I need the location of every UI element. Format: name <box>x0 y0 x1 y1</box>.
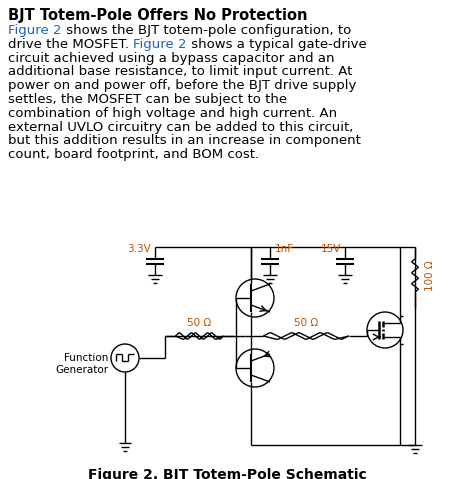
Text: BJT Totem-Pole Offers No Protection: BJT Totem-Pole Offers No Protection <box>8 8 308 23</box>
Text: external UVLO circuitry can be added to this circuit,: external UVLO circuitry can be added to … <box>8 121 354 134</box>
Text: but this addition results in an increase in component: but this addition results in an increase… <box>8 135 361 148</box>
Text: Figure 2: Figure 2 <box>8 24 61 37</box>
Text: settles, the MOSFET can be subject to the: settles, the MOSFET can be subject to th… <box>8 93 287 106</box>
Text: 50 Ω: 50 Ω <box>294 318 318 328</box>
Text: combination of high voltage and high current. An: combination of high voltage and high cur… <box>8 107 337 120</box>
Text: additional base resistance, to limit input current. At: additional base resistance, to limit inp… <box>8 66 352 79</box>
Text: 1nF: 1nF <box>275 244 294 254</box>
Text: drive the MOSFET.: drive the MOSFET. <box>8 38 133 51</box>
Text: shows the BJT totem-pole configuration, to: shows the BJT totem-pole configuration, … <box>61 24 351 37</box>
Text: 3.3V: 3.3V <box>127 244 151 254</box>
Text: Function
Generator: Function Generator <box>55 353 108 375</box>
Text: power on and power off, before the BJT drive supply: power on and power off, before the BJT d… <box>8 79 356 92</box>
Text: count, board footprint, and BOM cost.: count, board footprint, and BOM cost. <box>8 148 259 161</box>
Text: 15V: 15V <box>321 244 341 254</box>
Text: circuit achieved using a bypass capacitor and an: circuit achieved using a bypass capacito… <box>8 52 334 65</box>
Text: shows a typical gate-drive: shows a typical gate-drive <box>187 38 366 51</box>
Text: 100 Ω: 100 Ω <box>425 260 435 291</box>
Text: Figure 2: Figure 2 <box>133 38 187 51</box>
Text: 50 Ω: 50 Ω <box>187 318 212 328</box>
Text: Figure 2. BJT Totem-Pole Schematic: Figure 2. BJT Totem-Pole Schematic <box>88 468 367 479</box>
